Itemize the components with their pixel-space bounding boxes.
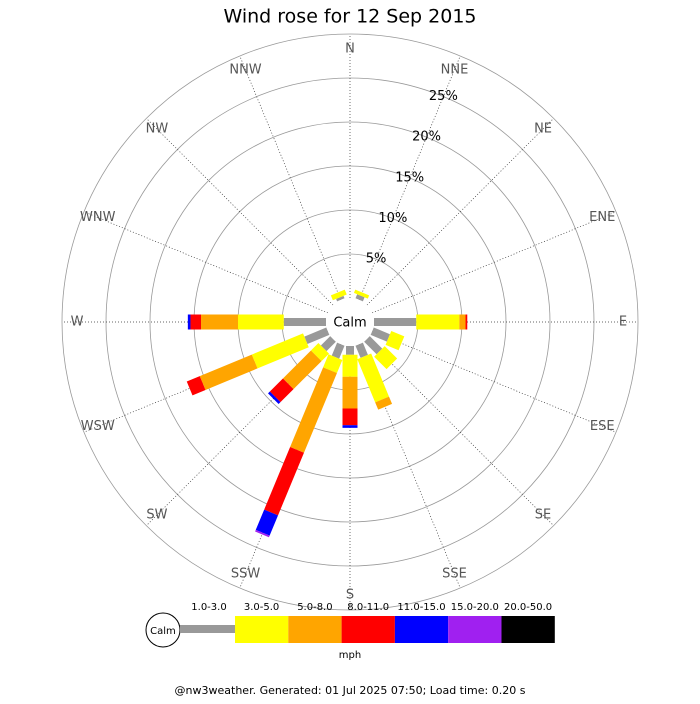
direction-label: S	[346, 588, 354, 603]
legend-calm-label: Calm	[150, 626, 176, 637]
footer: @nw3weather. Generated: 01 Jul 2025 07:5…	[175, 684, 526, 697]
outer-ring	[61, 33, 639, 611]
spoke	[366, 338, 554, 526]
legend-swatch	[341, 616, 395, 643]
spoke	[372, 330, 617, 433]
rose-segment	[375, 396, 393, 410]
spoke	[146, 118, 334, 306]
unit-label: mph	[339, 650, 361, 661]
direction-label: NE	[534, 121, 552, 136]
legend-label: 5.0-8.0	[297, 602, 332, 613]
direction-label: WSW	[81, 419, 115, 434]
ring-label: 15%	[395, 170, 424, 185]
rose-segment	[199, 354, 258, 390]
spoke	[146, 338, 334, 526]
direction-label: W	[71, 315, 84, 330]
spoke	[372, 211, 617, 314]
rose-segment	[310, 343, 329, 362]
direction-label: SW	[146, 508, 167, 523]
spoke	[358, 55, 461, 300]
direction-label: NNW	[229, 62, 261, 77]
ring-label: 20%	[412, 130, 441, 145]
rose-segment	[330, 289, 347, 301]
rose-segment	[370, 327, 390, 342]
rose-segment	[267, 391, 281, 405]
legend-swatch	[394, 616, 449, 643]
rose-segment	[364, 336, 383, 355]
direction-label: N	[345, 42, 355, 57]
calm-circle	[326, 298, 374, 346]
spoke	[83, 211, 328, 314]
legend-swatch	[235, 616, 289, 643]
legend-swatch	[288, 616, 342, 643]
direction-label: SE	[535, 508, 551, 523]
legend-swatch	[448, 616, 502, 643]
legend-label: 20.0-50.0	[504, 602, 552, 613]
direction-label: SSE	[442, 567, 467, 582]
direction-label: SSW	[231, 567, 261, 582]
rose-segment	[304, 327, 330, 344]
rose-segment	[255, 529, 270, 538]
rose-segment	[336, 295, 345, 302]
legend-swatch	[501, 616, 555, 643]
rose-segment	[251, 333, 309, 369]
ring-label: 10%	[378, 211, 407, 226]
rose-segment	[320, 336, 336, 352]
legend-label: 1.0-3.0	[191, 602, 226, 613]
legend-label: 15.0-20.0	[451, 602, 499, 613]
legend-label: 11.0-15.0	[397, 602, 445, 613]
rose-segment	[264, 446, 304, 516]
ring-label: 5%	[366, 252, 387, 267]
rose-segment	[355, 342, 368, 358]
spoke	[239, 55, 342, 300]
legend-label: 3.0-5.0	[244, 602, 279, 613]
rose-segment	[353, 289, 370, 299]
rose-segment	[282, 350, 322, 390]
direction-label: WNW	[80, 210, 116, 225]
rose-segment	[355, 294, 365, 302]
direction-label: E	[619, 315, 627, 330]
direction-label: NW	[146, 121, 169, 136]
rose-segment	[269, 378, 294, 403]
rose-segment	[331, 342, 345, 359]
ring-label: 25%	[429, 89, 458, 104]
direction-label: ESE	[590, 419, 615, 434]
rose-segment	[374, 346, 398, 370]
spoke	[358, 344, 461, 589]
rose-segment	[186, 376, 206, 396]
rose-segment	[290, 367, 337, 453]
rose-segment	[357, 353, 390, 403]
chart-title: Wind rose for 12 Sep 2015	[223, 6, 476, 28]
grid-ring	[149, 121, 551, 523]
calm-label: Calm	[333, 316, 366, 331]
direction-label: NNE	[441, 62, 469, 77]
rose-segment	[385, 330, 405, 351]
spoke	[366, 118, 554, 306]
rose-segment	[255, 509, 279, 536]
direction-label: ENE	[589, 210, 615, 225]
rose-segment	[323, 354, 343, 374]
legend-label: 8.0-11.0	[347, 602, 389, 613]
